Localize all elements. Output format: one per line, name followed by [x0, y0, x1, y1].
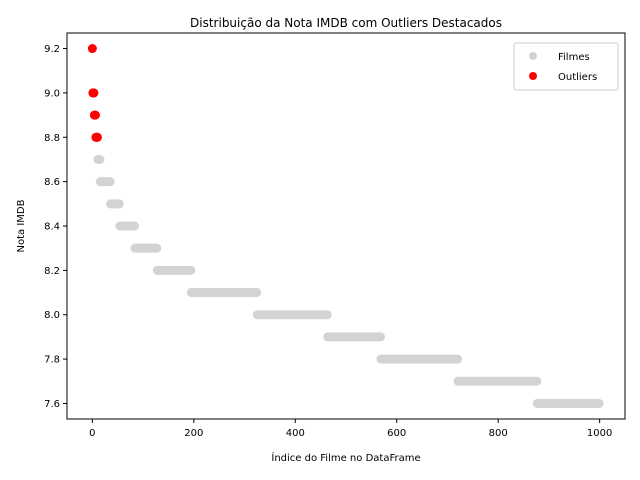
y-tick-label: 9.0	[44, 88, 60, 99]
legend-label-filmes: Filmes	[558, 52, 590, 63]
x-tick-label: 800	[489, 428, 508, 439]
x-tick-label: 200	[184, 428, 203, 439]
outlier-point	[90, 110, 100, 120]
legend-box	[513, 42, 619, 91]
x-axis-label: Índice do Filme no DataFrame	[271, 451, 420, 464]
x-axis: 0 200 400 600 800 1000	[89, 419, 612, 439]
y-axis: 7.6 7.8 8.0 8.2 8.4 8.6 8.8 9.0 9.2	[44, 44, 67, 410]
x-tick-label: 0	[89, 428, 95, 439]
outlier-point	[89, 88, 99, 98]
legend-label-outliers: Outliers	[558, 72, 597, 83]
legend-marker-filmes	[529, 52, 537, 60]
y-tick-label: 8.6	[44, 177, 60, 188]
y-tick-label: 8.2	[44, 266, 60, 277]
y-tick-label: 7.6	[44, 399, 60, 410]
chart-title: Distribuição da Nota IMDB com Outliers D…	[190, 16, 502, 30]
y-axis-label: Nota IMDB	[16, 199, 27, 252]
x-tick-label: 400	[286, 428, 305, 439]
legend: Filmes Outliers	[513, 42, 619, 91]
plot-area	[87, 44, 604, 408]
y-tick-label: 9.2	[44, 44, 60, 55]
legend-marker-outliers	[529, 72, 537, 80]
outlier-point	[87, 44, 97, 54]
x-tick-label: 1000	[587, 428, 612, 439]
outlier-point	[92, 132, 102, 142]
y-tick-label: 8.8	[44, 133, 60, 144]
y-tick-label: 8.4	[44, 222, 60, 233]
y-tick-label: 8.0	[44, 310, 60, 321]
y-tick-label: 7.8	[44, 355, 60, 366]
x-tick-label: 600	[387, 428, 406, 439]
